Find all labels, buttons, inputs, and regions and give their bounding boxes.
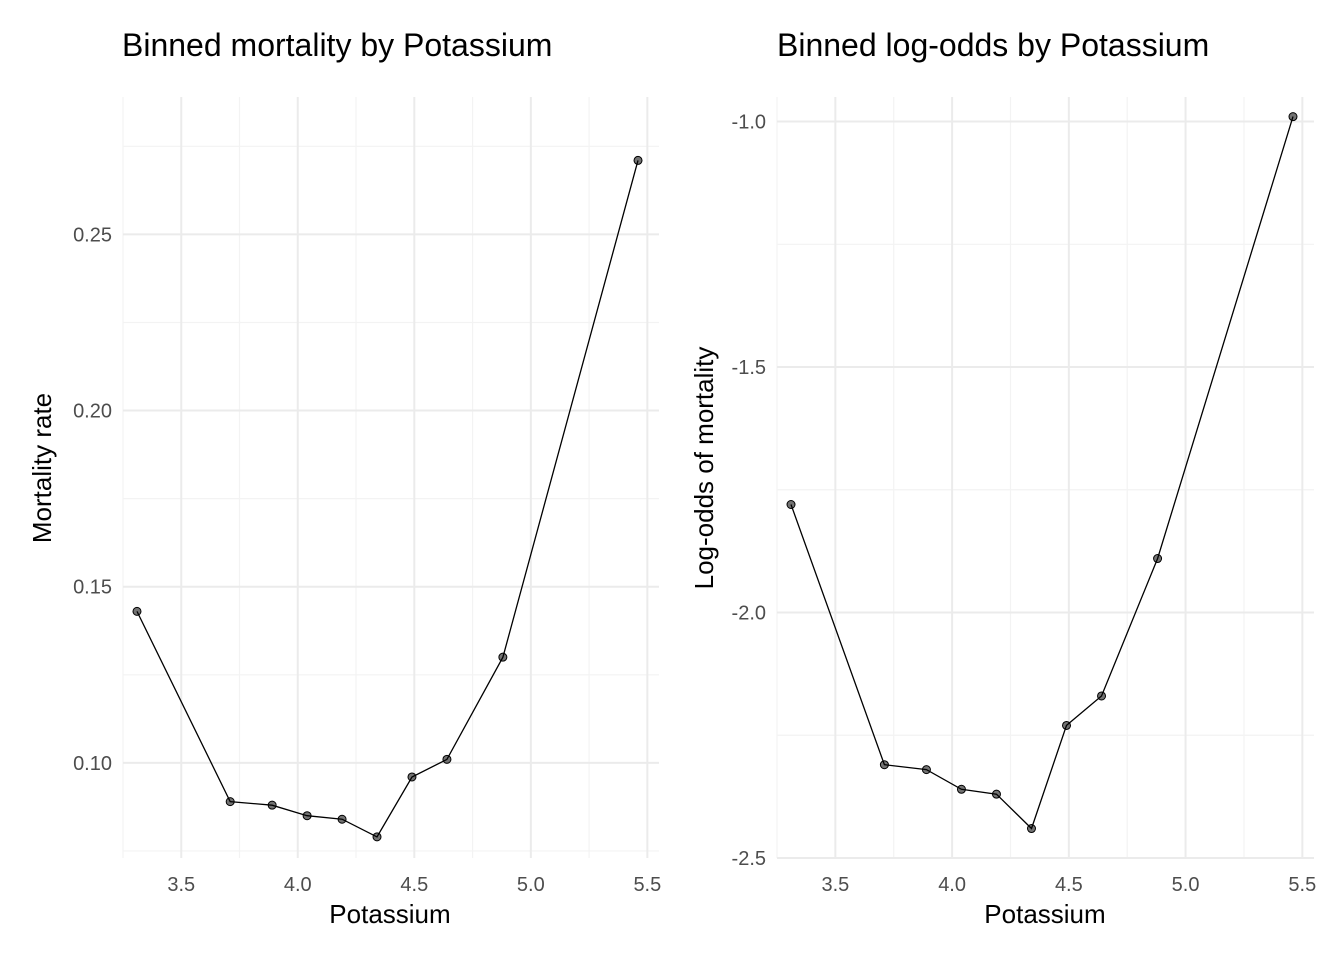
y-tick-label: 0.25	[73, 224, 112, 246]
data-point	[1026, 824, 1036, 834]
data-point	[372, 832, 382, 842]
x-tick-label: 4.0	[284, 874, 312, 896]
x-tick-label: 5.5	[633, 874, 661, 896]
panel-mortality: 3.5 4.0 4.5 5.0 5.5 0.10 0.15 0.20 0.25 Binned m…	[27, 27, 661, 929]
data-point	[302, 811, 312, 821]
ticks-log-odds: 3.5 4.0 4.5 5.0 5.5 -2.5 -2.0 -1.5 -1.0	[732, 112, 1317, 896]
x-axis-label-mortality: Potassium	[329, 899, 450, 929]
y-tick-label: -1.0	[732, 112, 766, 134]
data-point	[442, 754, 452, 764]
x-tick-label: 5.0	[1172, 874, 1200, 896]
data-point	[1062, 720, 1072, 730]
data-point	[956, 784, 966, 794]
y-axis-label-log-odds: Log-odds of mortality	[689, 347, 719, 590]
y-tick-label: 0.20	[73, 401, 112, 423]
grid-log-odds	[776, 97, 1314, 859]
chart-title-log-odds: Binned log-odds by Potassium	[777, 27, 1209, 63]
data-point	[267, 800, 277, 810]
x-axis-label-log-odds: Potassium	[984, 899, 1105, 929]
x-tick-label: 5.5	[1288, 874, 1316, 896]
y-axis-label-mortality: Mortality rate	[27, 393, 57, 543]
series-mortality	[132, 155, 643, 842]
data-point	[991, 789, 1001, 799]
chart-title-mortality: Binned mortality by Potassium	[122, 27, 552, 63]
y-tick-label: -2.5	[732, 848, 766, 870]
x-tick-label: 4.5	[400, 874, 428, 896]
x-tick-label: 3.5	[167, 874, 195, 896]
ticks-mortality: 3.5 4.0 4.5 5.0 5.5 0.10 0.15 0.20 0.25	[73, 224, 661, 896]
data-point	[132, 606, 142, 616]
x-tick-label: 5.0	[517, 874, 545, 896]
y-tick-label: 0.10	[73, 753, 112, 775]
x-tick-label: 4.5	[1055, 874, 1083, 896]
data-point	[633, 155, 643, 165]
x-tick-label: 3.5	[821, 874, 849, 896]
y-tick-label: 0.15	[73, 577, 112, 599]
data-point	[1288, 112, 1298, 122]
grid-mortality	[122, 97, 659, 858]
data-point	[786, 500, 796, 510]
x-tick-label: 4.0	[938, 874, 966, 896]
data-point	[1153, 554, 1163, 564]
y-tick-label: -2.0	[732, 603, 766, 625]
series-line	[790, 116, 1294, 830]
data-point	[498, 652, 508, 662]
data-point	[225, 797, 235, 807]
data-point	[1097, 691, 1107, 701]
data-point	[337, 814, 347, 824]
panel-log-odds: 3.5 4.0 4.5 5.0 5.5 -2.5 -2.0 -1.5 -1.0 Binned l…	[689, 27, 1316, 929]
series-log-odds	[786, 112, 1298, 834]
y-tick-label: -1.5	[732, 357, 766, 379]
data-point	[921, 765, 931, 775]
data-point	[879, 760, 889, 770]
data-point	[407, 772, 417, 782]
series-line	[136, 160, 639, 838]
